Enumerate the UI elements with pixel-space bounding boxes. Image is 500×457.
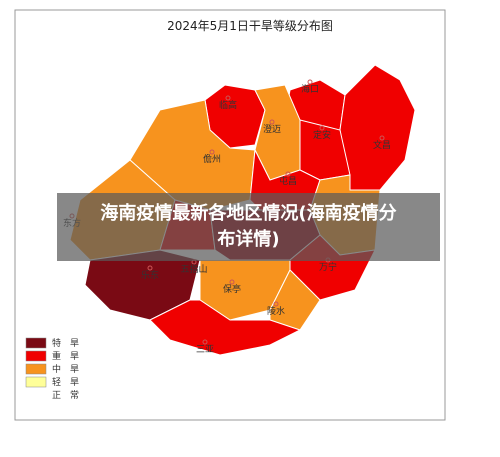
city-dot [202, 339, 208, 345]
city-label: 定安 [313, 129, 331, 141]
city-label: 儋州 [203, 153, 221, 165]
caption-line: 布详情) [217, 229, 280, 250]
city-dot [147, 265, 153, 271]
legend-label: 正 常 [52, 389, 79, 401]
city-label: 三亚 [196, 344, 214, 355]
city-label: 海口 [301, 83, 319, 95]
city-label: 万宁 [319, 261, 337, 273]
city-dot [379, 135, 385, 141]
city-dot [225, 95, 231, 101]
legend-label: 特 旱 [52, 337, 79, 349]
legend-label: 中 旱 [52, 363, 79, 375]
caption-banner: 海南疫情最新各地区情况(海南疫情分 布详情) [57, 193, 440, 261]
city-dot [319, 125, 325, 131]
legend-swatch [25, 376, 47, 388]
legend-swatch [26, 390, 46, 400]
legend-label: 重 旱 [52, 350, 79, 362]
city-dot [273, 301, 279, 307]
legend: 特 旱重 旱中 旱轻 旱正 常 [25, 337, 79, 401]
legend-swatch [25, 337, 47, 349]
city-label: 澄迈 [263, 123, 281, 135]
city-label: 临高 [219, 99, 237, 111]
city-label: 屯昌 [279, 175, 297, 187]
city-label: 五指山 [180, 263, 207, 275]
region [149, 299, 302, 356]
legend-label: 轻 旱 [52, 376, 79, 388]
city-dot [209, 149, 215, 155]
city-label: 陵水 [267, 305, 285, 317]
city-dot [285, 171, 291, 177]
map-title: 2024年5月1日干旱等级分布图 [167, 19, 333, 33]
caption-line: 海南疫情最新各地区情况(海南疫情分 [100, 203, 397, 224]
city-label: 乐东 [141, 269, 159, 281]
legend-swatch [25, 363, 47, 375]
city-dot [229, 279, 235, 285]
legend-swatch [25, 350, 47, 362]
city-label: 文昌 [373, 139, 391, 151]
city-dot [269, 119, 275, 125]
city-label: 保亭 [223, 283, 241, 295]
city-dot [307, 79, 313, 85]
